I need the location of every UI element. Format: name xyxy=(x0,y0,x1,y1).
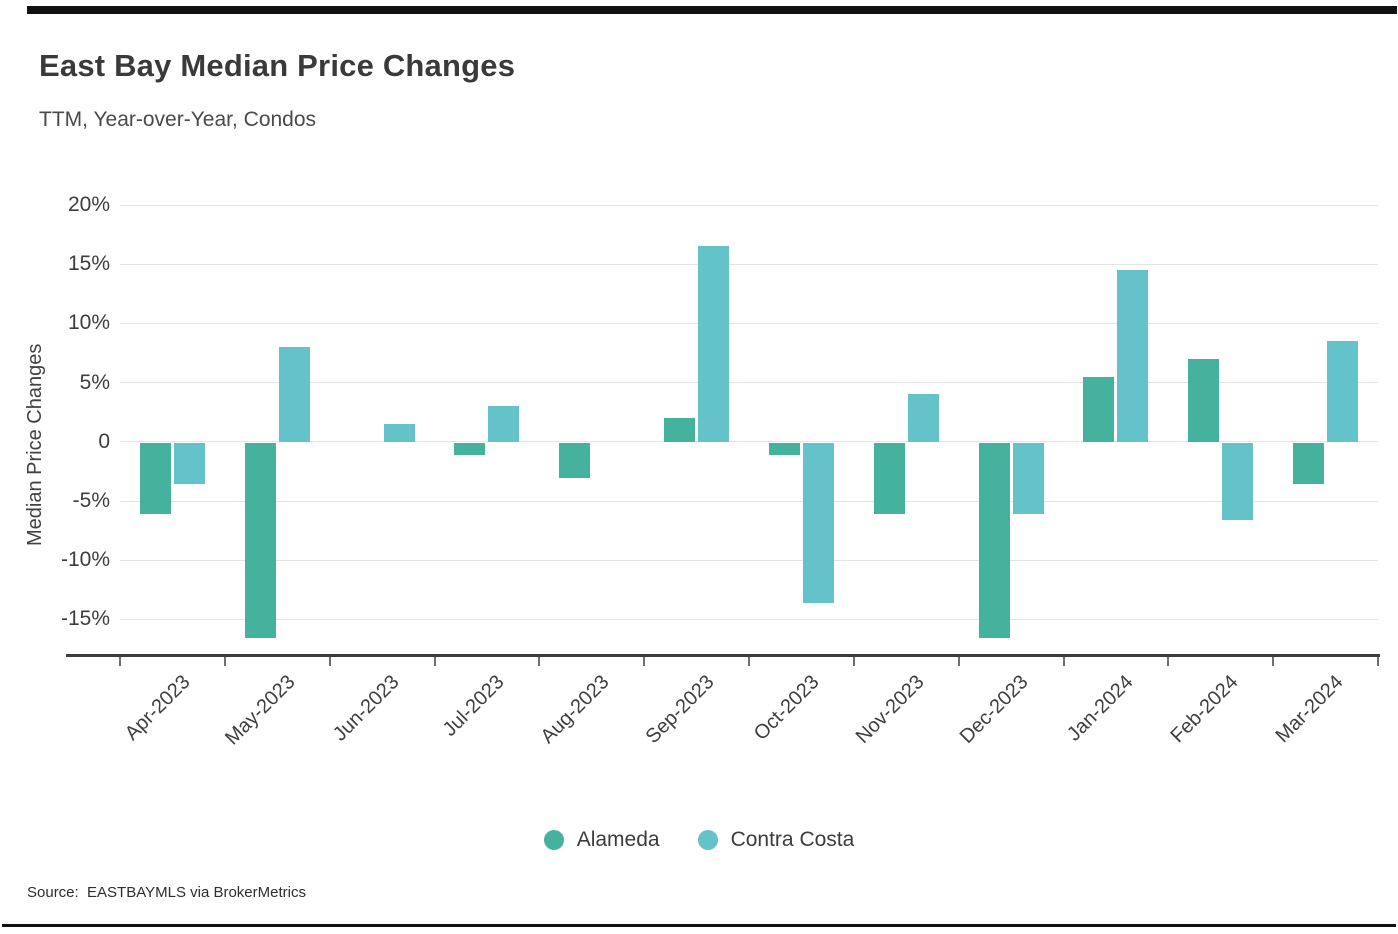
gridline xyxy=(120,559,1378,561)
x-axis-tick xyxy=(433,657,436,666)
gridline xyxy=(120,441,1378,443)
x-axis-tick xyxy=(223,657,226,666)
x-tick-label: Jul-2023 xyxy=(438,671,509,741)
legend-item-alameda: Alameda xyxy=(543,828,660,852)
bar-contra-costa-May-2023 xyxy=(278,347,310,442)
x-tick-label: Feb-2024 xyxy=(1166,671,1243,748)
y-tick-label: 15% xyxy=(67,252,110,276)
x-tick-label: Aug-2023 xyxy=(536,671,614,748)
x-axis-line xyxy=(66,654,1380,657)
bar-contra-costa-Feb-2024 xyxy=(1222,442,1254,520)
legend-label: Alameda xyxy=(576,828,660,851)
bar-contra-costa-Apr-2023 xyxy=(173,442,205,485)
x-tick-label: May-2023 xyxy=(220,671,300,750)
top-rule xyxy=(27,6,1397,14)
legend-item-contra-costa: Contra Costa xyxy=(697,828,855,852)
x-tick-label: Mar-2024 xyxy=(1271,671,1348,748)
x-axis-tick xyxy=(328,657,331,666)
bar-contra-costa-Jun-2023 xyxy=(383,424,415,442)
x-tick-label: Sep-2023 xyxy=(641,671,719,748)
source-note: Source: EASTBAYMLS via BrokerMetrics xyxy=(27,884,306,901)
bar-alameda-Sep-2023 xyxy=(664,418,696,442)
x-tick-label: Jun-2023 xyxy=(329,671,404,746)
bar-contra-costa-Sep-2023 xyxy=(698,246,730,442)
gridline xyxy=(120,500,1378,502)
x-axis-tick xyxy=(1167,657,1170,666)
gridline xyxy=(120,263,1378,265)
x-tick-label: Oct-2023 xyxy=(749,671,824,745)
x-axis-tick xyxy=(957,657,960,666)
x-axis-tick xyxy=(119,657,121,666)
bottom-rule xyxy=(2,924,1396,927)
x-axis-tick xyxy=(852,657,855,666)
bar-contra-costa-Jan-2024 xyxy=(1117,270,1149,442)
bar-alameda-Nov-2023 xyxy=(873,442,905,514)
gridline xyxy=(120,618,1378,620)
x-tick-label: Apr-2023 xyxy=(120,671,195,745)
y-tick-label: -15% xyxy=(60,607,110,631)
bar-alameda-May-2023 xyxy=(244,442,276,639)
x-tick-label: Dec-2023 xyxy=(956,671,1033,748)
y-tick-label: 10% xyxy=(67,311,110,335)
y-tick-label: 5% xyxy=(79,370,110,394)
bar-alameda-Feb-2024 xyxy=(1188,358,1220,442)
bar-alameda-Apr-2023 xyxy=(139,442,171,514)
gridline xyxy=(120,382,1378,384)
bar-contra-costa-Mar-2024 xyxy=(1327,341,1359,442)
bar-alameda-Jul-2023 xyxy=(454,442,486,455)
legend-dot-icon xyxy=(697,830,718,850)
chart-title: East Bay Median Price Changes xyxy=(39,48,516,83)
y-tick-label: 20% xyxy=(67,193,110,216)
legend: Alameda Contra Costa xyxy=(0,828,1398,852)
bar-alameda-Aug-2023 xyxy=(559,442,591,479)
y-tick-label: 0 xyxy=(98,429,110,453)
y-axis-tick-labels: 20% 15% 10% 5% 0 -5% -10% -15% xyxy=(0,193,110,655)
x-axis-tick xyxy=(643,657,646,666)
bar-contra-costa-Jul-2023 xyxy=(488,406,520,442)
y-tick-label: -5% xyxy=(72,489,110,513)
x-tick-label: Nov-2023 xyxy=(851,671,929,748)
plot-area xyxy=(120,204,1378,655)
x-axis-tick xyxy=(748,657,750,666)
legend-dot-icon xyxy=(543,830,564,850)
bar-alameda-Mar-2024 xyxy=(1293,442,1325,485)
legend-label: Contra Costa xyxy=(730,828,855,851)
x-axis-tick xyxy=(1062,657,1065,666)
bar-contra-costa-Oct-2023 xyxy=(802,442,834,603)
bar-alameda-Oct-2023 xyxy=(768,442,800,455)
chart-subtitle: TTM, Year-over-Year, Condos xyxy=(39,108,317,131)
x-tick-label: Jan-2024 xyxy=(1063,671,1138,746)
bar-contra-costa-Dec-2023 xyxy=(1012,442,1044,514)
x-axis-tick xyxy=(538,657,541,666)
y-tick-label: -10% xyxy=(60,548,110,572)
x-axis-tick xyxy=(1272,657,1275,666)
bar-contra-costa-Nov-2023 xyxy=(907,394,939,442)
gridline xyxy=(120,204,1378,206)
x-axis-tick xyxy=(1377,657,1379,666)
bar-alameda-Dec-2023 xyxy=(978,442,1010,639)
bar-alameda-Jan-2024 xyxy=(1083,376,1115,442)
gridline xyxy=(120,322,1378,324)
